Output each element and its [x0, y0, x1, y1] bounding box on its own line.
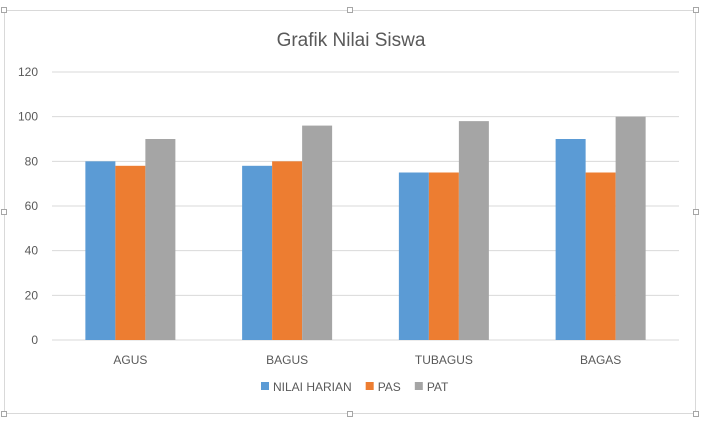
bar-pat-bagas[interactable]: [615, 116, 646, 341]
bar-nilai-harian-agus[interactable]: [85, 161, 116, 340]
legend-swatch: [261, 382, 269, 390]
resize-handle-top-right[interactable]: [693, 7, 699, 13]
bar-pas-agus[interactable]: [115, 165, 146, 340]
x-axis-category-labels: AGUS BAGUS TUBAGUS BAGAS: [113, 353, 621, 367]
legend-entry-label[interactable]: PAS: [378, 380, 401, 394]
bar-nilai-harian-tubagus[interactable]: [398, 172, 429, 341]
x-category-label: TUBAGUS: [415, 353, 473, 367]
bar-nilai-harian-bagus[interactable]: [242, 165, 273, 340]
x-category-label: BAGUS: [266, 353, 308, 367]
bars: [85, 116, 646, 341]
x-category-label: AGUS: [113, 353, 147, 367]
y-axis-tick-labels: 0 20 40 60 80 100 120: [18, 65, 38, 347]
bar-nilai-harian-bagas[interactable]: [555, 139, 586, 340]
bar-pas-tubagus[interactable]: [428, 172, 459, 341]
bar-pat-tubagus[interactable]: [458, 121, 489, 340]
y-tick-label: 120: [18, 65, 38, 79]
y-tick-label: 0: [31, 333, 38, 347]
y-tick-label: 100: [18, 110, 38, 124]
x-category-label: BAGAS: [580, 353, 621, 367]
y-tick-label: 20: [25, 288, 39, 302]
resize-handle-bottom-right[interactable]: [693, 411, 699, 417]
legend-entry-label[interactable]: PAT: [427, 380, 449, 394]
bar-pas-bagus[interactable]: [272, 161, 303, 340]
resize-handle-top-left[interactable]: [1, 7, 7, 13]
y-tick-label: 80: [25, 154, 39, 168]
chart-title[interactable]: Grafik Nilai Siswa: [277, 30, 426, 51]
legend[interactable]: NILAI HARIAN PAS PAT: [261, 380, 449, 394]
resize-handle-top-center[interactable]: [347, 7, 353, 13]
resize-handle-middle-right[interactable]: [693, 209, 699, 215]
y-tick-label: 60: [25, 199, 39, 213]
legend-swatch: [365, 382, 374, 390]
bar-pat-agus[interactable]: [145, 139, 176, 340]
resize-handle-bottom-left[interactable]: [1, 411, 7, 417]
resize-handle-bottom-center[interactable]: [347, 411, 353, 417]
resize-handle-middle-left[interactable]: [1, 209, 7, 215]
legend-entry-label[interactable]: NILAI HARIAN: [273, 380, 352, 394]
y-tick-label: 40: [25, 244, 39, 258]
legend-swatch: [414, 382, 423, 390]
bar-pas-bagas[interactable]: [585, 172, 616, 341]
bar-pat-bagus[interactable]: [302, 125, 333, 340]
